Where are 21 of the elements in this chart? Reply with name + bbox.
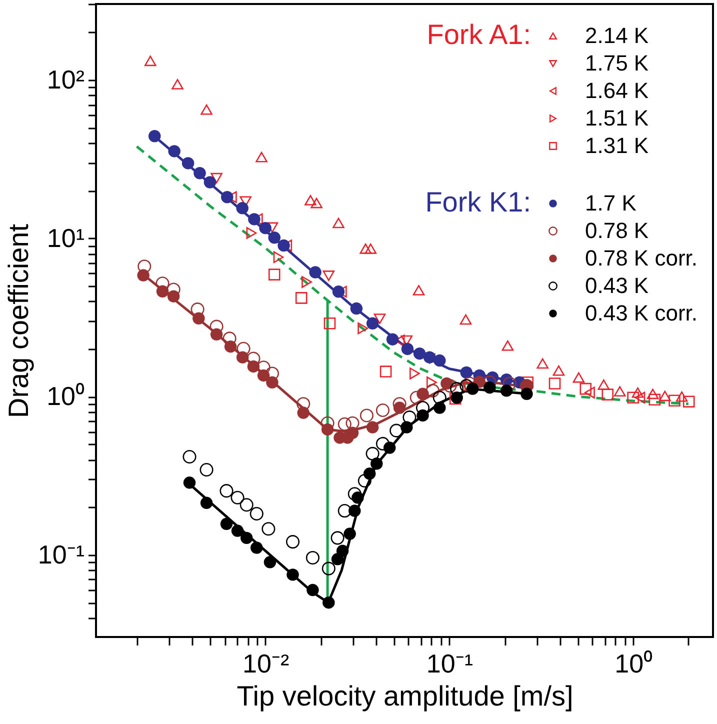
legend-label: 0.78 K corr.: [585, 246, 698, 270]
legend-label: 1.64 K: [585, 78, 649, 103]
y-tick-label: 10¹: [46, 222, 85, 253]
x-tick-label: 10⁻²: [242, 648, 290, 678]
x-axis-title: Tip velocity amplitude [m/s]: [236, 680, 574, 712]
annotation: Fork A1:: [426, 19, 531, 50]
annotation: Fork K1:: [425, 186, 531, 218]
legend-label: 1.7 K: [585, 190, 637, 216]
y-axis-title: Drag coefficient: [2, 224, 34, 418]
legend-label: 1.31 K: [585, 133, 649, 158]
legend-label: 0.78 K: [585, 218, 649, 243]
legend-label: 1.75 K: [585, 50, 649, 76]
x-tick-label: 10⁰: [614, 648, 653, 678]
legend-label: 0.43 K: [585, 273, 649, 298]
legend-label: 1.51 K: [585, 106, 649, 130]
legend-label: 0.43 K corr.: [585, 300, 698, 326]
x-tick-label: 10⁻¹: [426, 648, 474, 678]
y-tick-label: 10⁰: [46, 381, 84, 412]
legend-label: 2.14 K: [585, 23, 649, 48]
y-tick-label: 10⁻¹: [38, 539, 85, 570]
y-tick-label: 10²: [46, 64, 85, 94]
